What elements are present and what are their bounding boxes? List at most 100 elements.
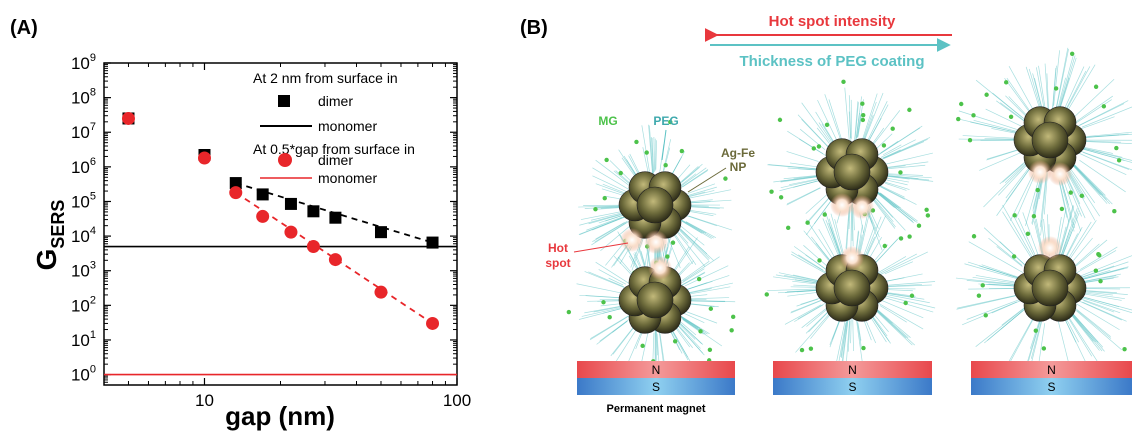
peg-fiber [866,215,886,256]
peg-fiber [592,167,631,191]
permanent-magnet-2: NS [773,361,932,395]
mg-dot [925,213,931,218]
magnet-north [577,361,735,378]
peg-fiber [1036,67,1045,110]
mg-dot [679,148,685,154]
peg-fiber [678,166,699,185]
peg-fiber [634,251,643,270]
peg-fiber [1083,275,1117,283]
nanoparticle-assemblies [566,47,1132,381]
peg-fiber [991,128,1016,134]
peg-fiber [778,272,819,282]
mg-dot [698,329,703,334]
peg-fiber [840,319,848,357]
peg-fiber [673,246,690,271]
peg-fiber [998,164,1028,196]
y-axis: 100 101 102 103 104 105 106 107 108 109 [71,52,457,385]
nanoparticle-top [815,138,889,206]
peg-fiber [992,92,1025,120]
magnet-north [773,361,932,378]
mg-dot [593,207,598,212]
peg-fiber [810,315,830,339]
peg-fiber [1018,217,1037,258]
peg-fiber [652,332,655,365]
peg-fiber [861,93,878,142]
peg-fiber [595,183,624,195]
permanent-magnet-1: NS [577,361,735,395]
peg-fiber [1028,68,1042,111]
magnet-s-label: S [848,380,856,394]
peg-fiber [773,175,819,183]
peg-fiber [663,147,671,173]
peg-fiber [648,124,653,175]
data-point-square [229,177,242,190]
mg-dot [696,276,702,282]
magnet-n-label: N [1047,363,1056,377]
peg-fiber [972,276,1017,284]
peg-fiber [885,164,926,170]
peg-fiber [871,197,896,229]
peg-fiber [1060,229,1071,258]
np-core [636,186,674,224]
peg-fiber [1082,147,1123,158]
mg-dot [640,343,645,349]
peg-fiber [681,163,703,183]
peg-fiber [999,161,1026,185]
magnet-south [577,378,735,395]
peg-fiber [675,322,701,349]
peg-fiber [587,300,624,302]
mg-label: MG [598,114,617,128]
peg-fiber [685,191,706,198]
legend-red-circle-marker [278,153,292,167]
peg-fiber [1079,116,1115,130]
peg-fiber [1053,50,1060,106]
mg-dot [566,309,572,315]
np-core [833,269,871,307]
mg-dot [634,139,639,145]
peg-fiber [678,229,710,261]
data-point-circle [197,151,211,165]
peg-fiber [642,147,649,173]
peg-fiber [1082,151,1130,170]
peg-fiber [1000,308,1026,330]
magnet-s-label: S [652,380,660,394]
peg-fiber [684,186,717,197]
peg-fiber [1083,269,1111,279]
peg-fiber [856,318,862,347]
peg-fiber [1025,66,1042,112]
peg-fiber [780,176,818,183]
peg-fiber [1076,303,1120,331]
peg-fiber [805,194,827,214]
mg-dot [1079,193,1085,199]
hot-spot-glow [840,246,864,270]
peg-fiber [581,306,626,317]
peg-fiber [608,277,624,286]
peg-fiber [983,161,1030,208]
hot-spot-glow [830,193,854,217]
peg-fiber [794,304,823,322]
peg-fiber [801,307,827,329]
peg-fiber [986,148,1023,160]
peg-fiber [1065,70,1087,111]
peg-fiber [1070,161,1107,200]
peg-fiber [996,100,1028,124]
peg-fiber [1082,140,1121,143]
mg-dot [805,220,810,225]
peg-fiber [673,234,694,265]
peg-fiber [767,288,820,291]
peg-fiber [879,305,907,323]
peg-fiber [1005,164,1033,202]
peg-fiber [653,137,655,172]
np-core [1031,269,1069,307]
mg-dot [1112,209,1117,214]
peg-fiber [1055,48,1069,111]
peg-fiber [885,182,907,191]
mg-dot [707,347,713,352]
peg-fiber [884,261,914,275]
peg-fiber [883,144,902,156]
mg-dot [1098,278,1103,284]
peg-fiber [876,191,918,223]
peg-fiber [598,214,626,224]
peg-fiber [877,298,924,319]
peg-fiber [1082,148,1132,163]
